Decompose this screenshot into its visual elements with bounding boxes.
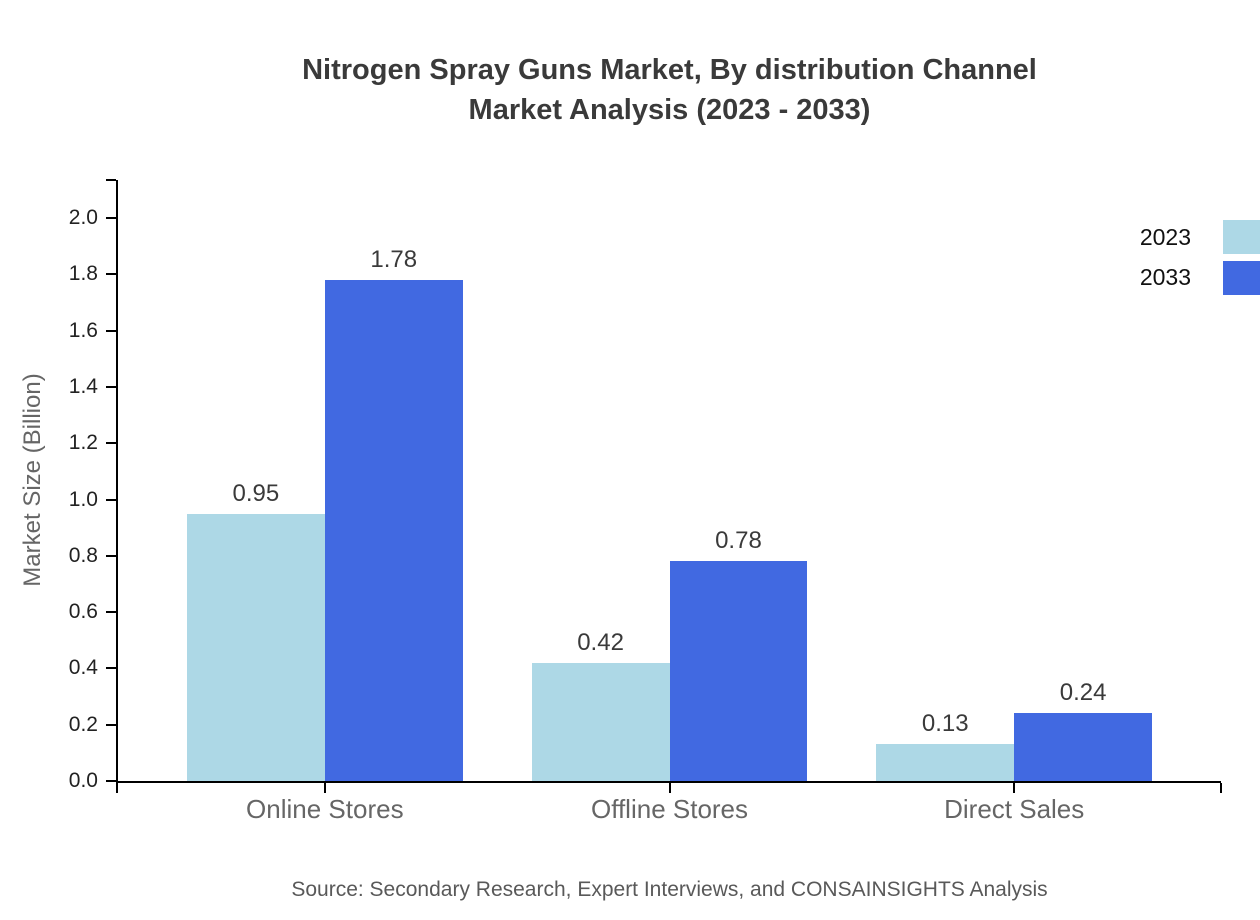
bar-2033-offline-stores bbox=[669, 561, 808, 781]
y-tick-label-0-8: 0.8 bbox=[68, 543, 98, 567]
value-label-2033-direct-sales: 0.24 bbox=[1059, 679, 1107, 707]
value-label-2023-offline-stores: 0.42 bbox=[577, 628, 624, 656]
y-tick-0-4 bbox=[106, 667, 116, 670]
y-tick-label-0-2: 0.2 bbox=[68, 712, 98, 736]
value-label-2033-online-stores: 1.78 bbox=[370, 245, 418, 273]
y-tick-label-0-6: 0.6 bbox=[68, 600, 98, 624]
y-tick-label-0-0: 0.0 bbox=[68, 769, 98, 792]
bar-2023-online-stores bbox=[186, 513, 325, 781]
legend-label-2023: 2023 bbox=[1139, 224, 1191, 250]
y-tick-label-2-0: 2.0 bbox=[68, 206, 98, 229]
y-tick-1-2 bbox=[106, 442, 116, 445]
y-tick-1-0 bbox=[106, 498, 116, 501]
legend-swatch-2023 bbox=[1223, 220, 1260, 254]
y-axis-end-tick bbox=[106, 179, 116, 181]
y-tick-0-2 bbox=[106, 723, 116, 726]
bar-2023-direct-sales bbox=[876, 744, 1015, 781]
y-tick-0-0 bbox=[106, 780, 116, 782]
y-tick-label-1-2: 1.2 bbox=[68, 431, 98, 455]
value-label-2023-direct-sales: 0.13 bbox=[921, 710, 969, 738]
x-axis-end-tick-right bbox=[1220, 783, 1222, 793]
legend-swatch-2033 bbox=[1223, 261, 1260, 295]
x-axis-spine bbox=[116, 781, 1221, 783]
y-tick-0-8 bbox=[106, 554, 116, 557]
x-tick-direct-sales bbox=[1013, 783, 1016, 793]
chart-title-line2: Market Analysis (2023 - 2033) bbox=[468, 94, 871, 126]
x-axis-end-tick-left bbox=[116, 783, 118, 793]
y-tick-label-1-6: 1.6 bbox=[68, 318, 98, 342]
y-tick-1-4 bbox=[106, 385, 116, 388]
bar-2033-online-stores bbox=[324, 279, 463, 781]
category-label-online-stores: Online Stores bbox=[246, 794, 404, 824]
y-tick-0-6 bbox=[106, 611, 116, 614]
y-tick-label-0-4: 0.4 bbox=[68, 656, 98, 680]
category-label-direct-sales: Direct Sales bbox=[944, 794, 1085, 824]
y-tick-label-1-8: 1.8 bbox=[68, 262, 98, 286]
chart-title-line1: Nitrogen Spray Guns Market, By distribut… bbox=[302, 54, 1037, 86]
x-tick-online-stores bbox=[323, 783, 326, 793]
y-tick-1-8 bbox=[106, 273, 116, 276]
y-axis-spine bbox=[116, 180, 118, 783]
y-tick-2-0 bbox=[106, 217, 116, 219]
category-label-offline-stores: Offline Stores bbox=[590, 794, 749, 824]
y-tick-label-1-0: 1.0 bbox=[68, 487, 98, 511]
y-tick-1-6 bbox=[106, 329, 116, 332]
x-tick-offline-stores bbox=[668, 783, 671, 793]
value-label-2023-online-stores: 0.95 bbox=[232, 479, 280, 507]
bar-2033-direct-sales bbox=[1014, 713, 1153, 781]
legend-label-2033: 2033 bbox=[1139, 264, 1191, 290]
y-tick-label-1-4: 1.4 bbox=[68, 374, 98, 398]
chart-title: Nitrogen Spray Guns Market, By distribut… bbox=[118, 50, 1221, 130]
bar-2023-offline-stores bbox=[531, 662, 670, 781]
source-note: Source: Secondary Research, Expert Inter… bbox=[291, 878, 1048, 901]
value-label-2033-offline-stores: 0.78 bbox=[715, 527, 762, 555]
